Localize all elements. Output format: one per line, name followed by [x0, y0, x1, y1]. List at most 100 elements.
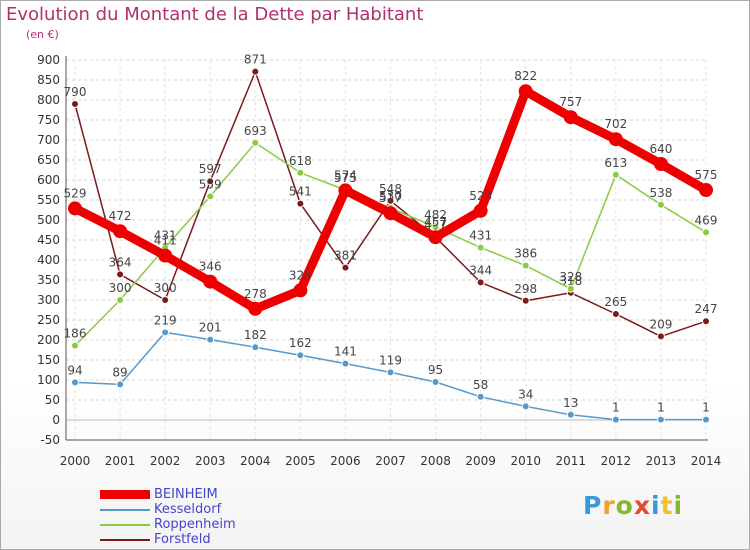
data-point	[296, 168, 305, 177]
data-label: 1	[612, 401, 620, 415]
data-label: 278	[244, 287, 267, 301]
legend-label: Kesseldorf	[154, 502, 222, 517]
data-label: 574	[334, 168, 357, 182]
data-label: 182	[244, 328, 267, 342]
y-tick-label: -50	[40, 433, 60, 447]
data-label: 344	[469, 263, 492, 277]
data-point	[296, 351, 305, 360]
x-tick-label: 2008	[420, 454, 451, 468]
data-label: 58	[473, 378, 488, 392]
y-tick-label: 550	[37, 193, 60, 207]
legend-swatch	[100, 508, 150, 511]
data-label: 141	[334, 345, 357, 359]
data-point	[113, 224, 128, 239]
data-label: 94	[67, 363, 82, 377]
y-tick-label: 50	[45, 393, 60, 407]
data-point	[161, 296, 170, 304]
y-tick-label: 250	[37, 313, 60, 327]
data-label: 517	[379, 191, 402, 205]
data-point	[518, 84, 533, 99]
data-label: 530	[379, 189, 402, 203]
data-label: 300	[154, 281, 177, 295]
data-label: 640	[649, 142, 672, 156]
data-point	[656, 332, 665, 341]
x-tick-label: 2002	[150, 454, 181, 468]
legend-item: Kesseldorf	[100, 502, 236, 517]
data-point	[608, 132, 623, 147]
data-point	[473, 203, 488, 218]
data-label: 559	[199, 177, 222, 191]
data-label: 431	[469, 229, 492, 243]
y-tick-label: 100	[37, 373, 60, 387]
data-label: 541	[289, 185, 312, 199]
data-point	[656, 200, 665, 209]
legend-item: BEINHEIM	[100, 487, 236, 502]
data-point	[656, 415, 665, 424]
logo-letter: x	[633, 491, 651, 520]
data-label: 119	[379, 353, 402, 367]
legend-label: Roppenheim	[154, 517, 236, 532]
x-tick-label: 2014	[691, 454, 722, 468]
data-point	[521, 296, 530, 305]
data-point	[116, 380, 125, 389]
data-point	[206, 335, 215, 344]
x-tick-label: 2004	[240, 454, 271, 468]
y-tick-label: 0	[52, 413, 60, 427]
y-tick-label: 500	[37, 213, 60, 227]
x-tick-label: 2001	[105, 454, 136, 468]
logo-letter: i	[673, 491, 684, 520]
data-label: 575	[334, 171, 357, 185]
data-point	[702, 415, 710, 424]
data-point	[338, 183, 353, 198]
data-label: 529	[64, 186, 87, 200]
y-tick-label: 450	[37, 233, 60, 247]
y-tick-label: 800	[37, 93, 60, 107]
y-tick-label: 400	[37, 253, 60, 267]
x-tick-label: 2005	[285, 454, 316, 468]
data-point	[248, 301, 263, 316]
data-point	[563, 110, 578, 125]
data-label: 482	[424, 208, 447, 222]
data-point	[521, 261, 530, 270]
data-point	[71, 100, 79, 108]
data-point	[702, 228, 710, 237]
logo-letter: o	[615, 491, 634, 520]
x-tick-label: 2000	[60, 454, 91, 468]
data-label: 871	[244, 53, 267, 67]
y-tick-label: 600	[37, 173, 60, 187]
data-point	[476, 278, 485, 287]
data-label: 298	[514, 282, 537, 296]
y-tick-label: 700	[37, 133, 60, 147]
x-tick-label: 2006	[330, 454, 361, 468]
data-label: 469	[695, 213, 718, 227]
data-label: 523	[469, 189, 492, 203]
proxiti-logo: Proxiti	[583, 491, 683, 520]
legend-swatch	[100, 523, 150, 526]
data-label: 431	[154, 229, 177, 243]
data-label: 247	[695, 302, 718, 316]
data-label: 693	[244, 124, 267, 138]
y-tick-label: 300	[37, 293, 60, 307]
data-point	[158, 248, 173, 263]
data-label: 618	[289, 154, 312, 168]
x-tick-label: 2013	[646, 454, 677, 468]
data-point	[251, 343, 260, 352]
data-label: 201	[199, 321, 222, 335]
data-label: 472	[109, 209, 132, 223]
data-label: 457	[424, 215, 447, 229]
data-label: 209	[649, 317, 672, 331]
data-label: 575	[695, 168, 718, 182]
x-tick-label: 2007	[375, 454, 406, 468]
data-point	[296, 199, 305, 208]
data-point	[161, 328, 170, 337]
data-point	[611, 415, 620, 424]
data-point	[206, 177, 215, 186]
data-point	[206, 192, 215, 201]
data-label: 538	[649, 186, 672, 200]
data-label: 324	[289, 268, 312, 282]
data-point	[702, 317, 710, 326]
data-label: 702	[604, 117, 627, 131]
data-label: 89	[112, 365, 127, 379]
data-label: 613	[604, 156, 627, 170]
